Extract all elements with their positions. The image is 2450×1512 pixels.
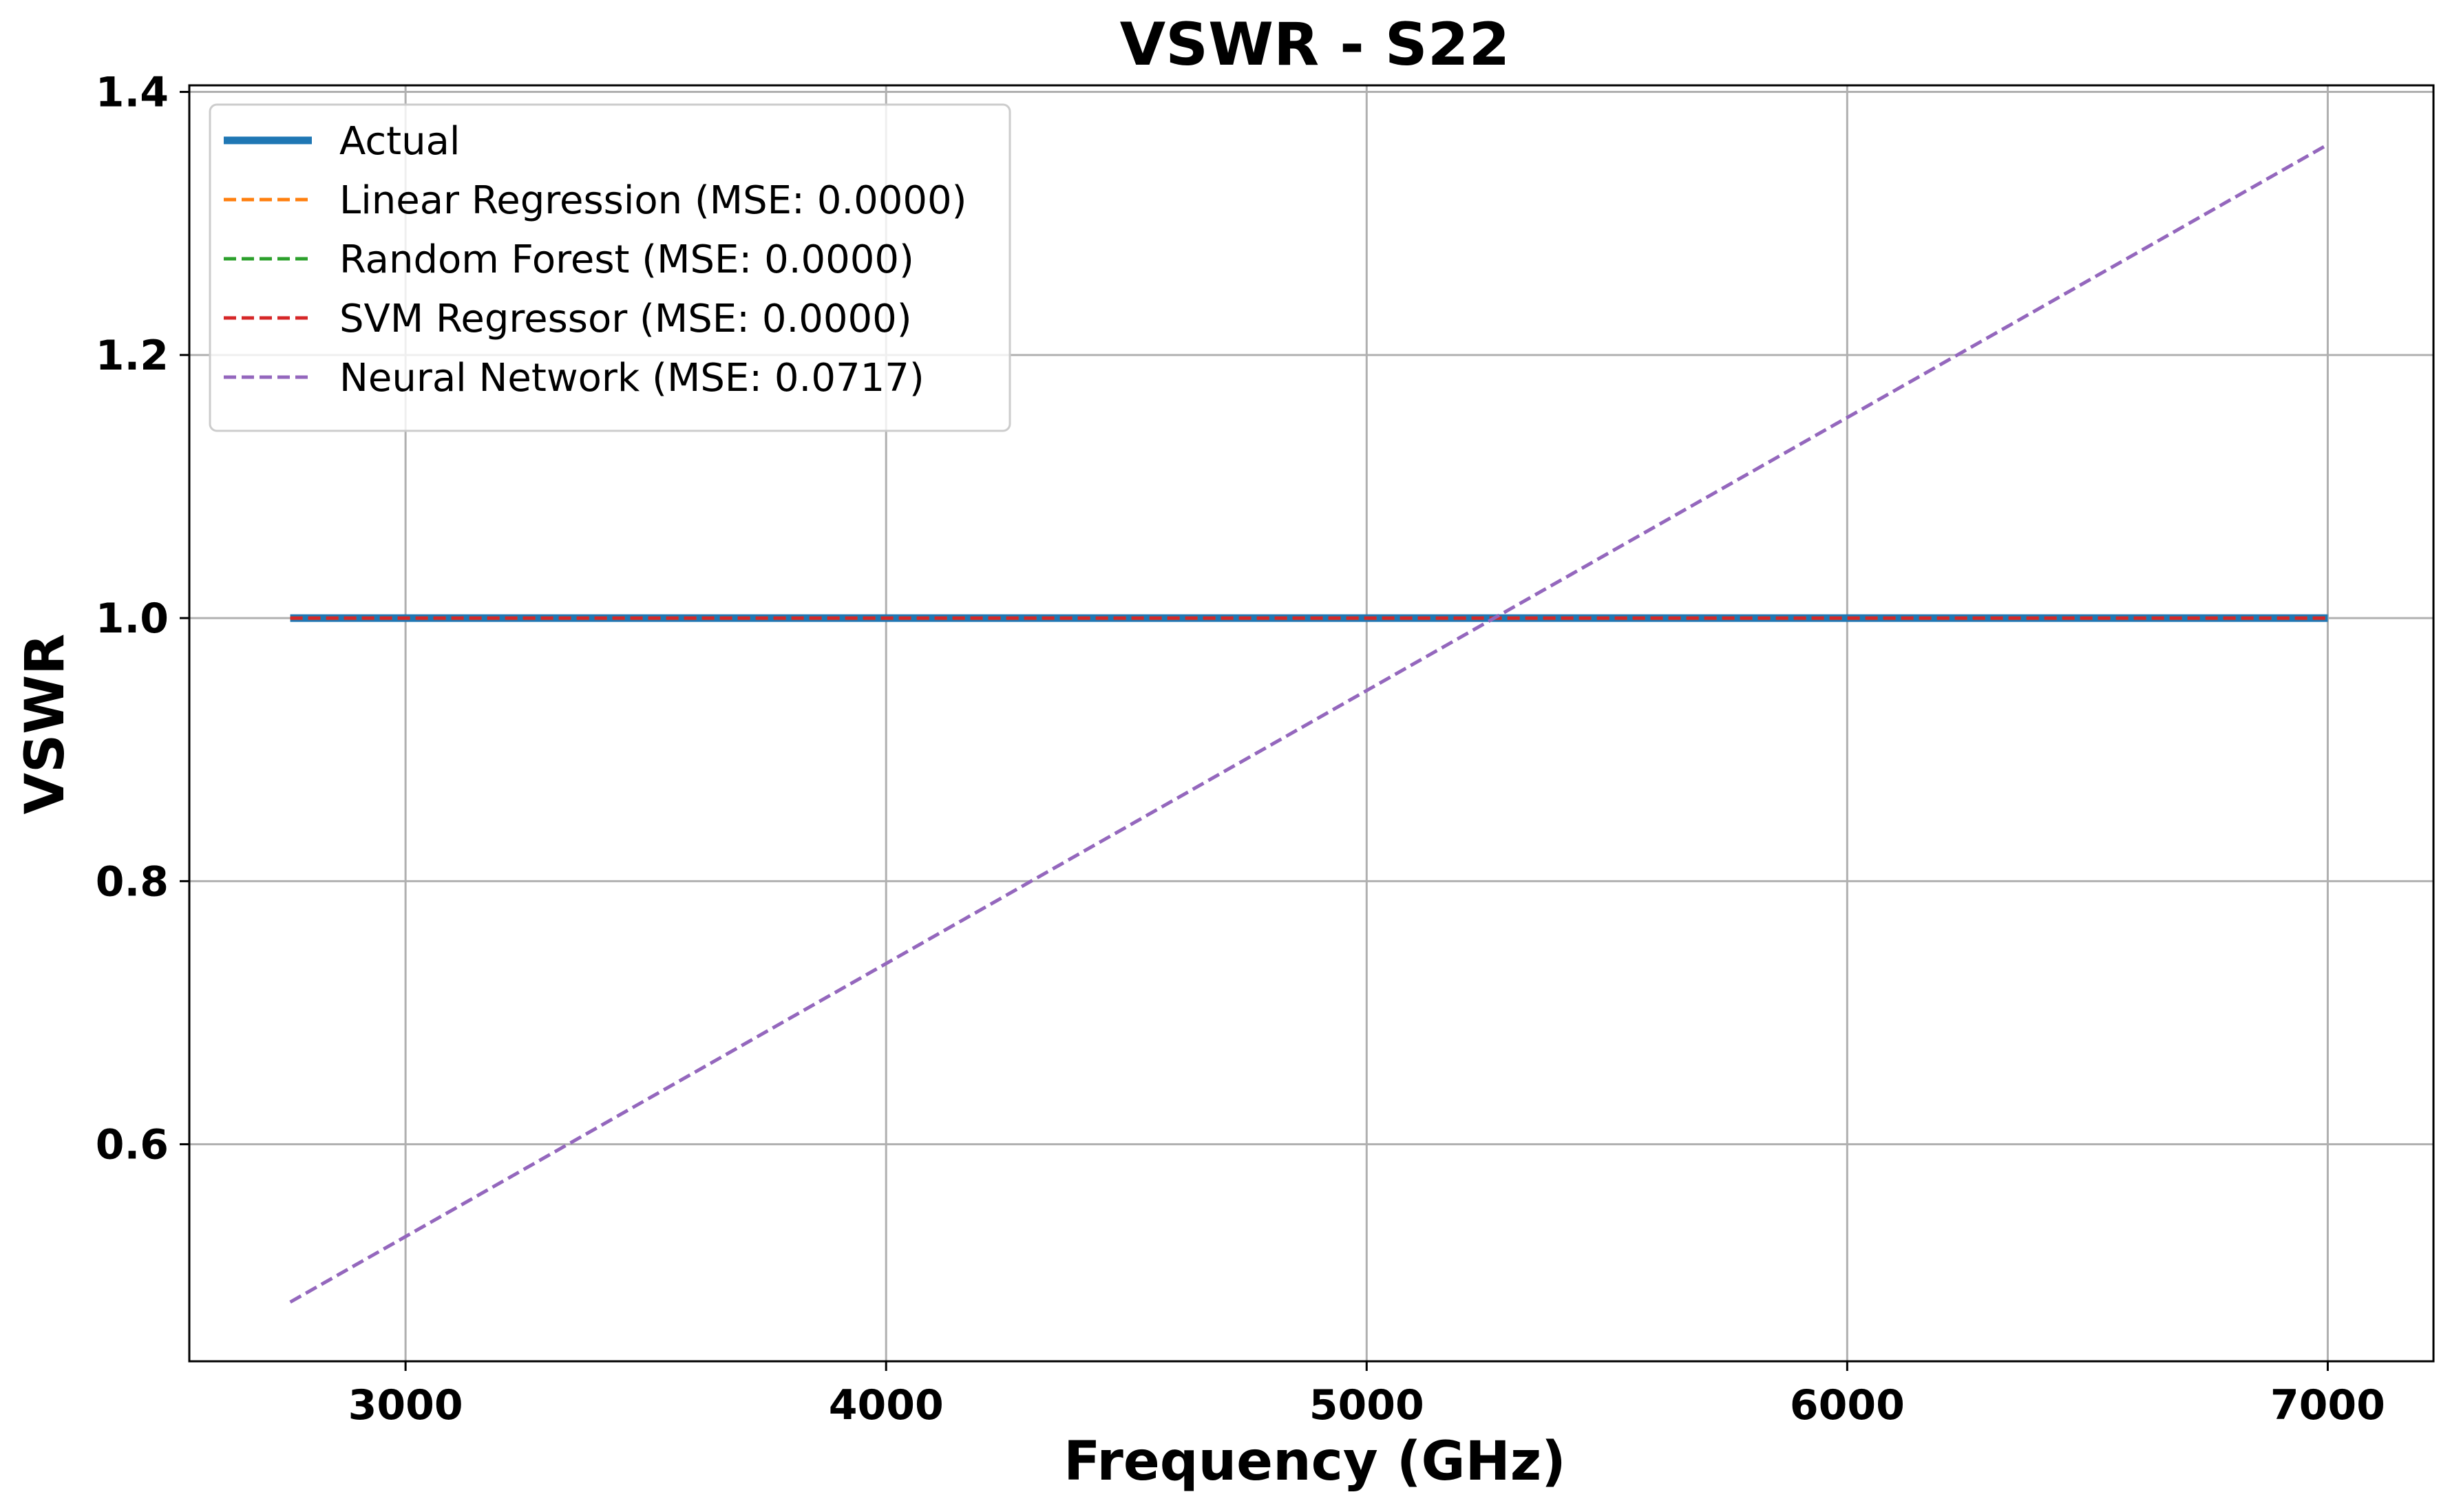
y-tick-label: 1.4 <box>96 69 169 117</box>
x-tick-label: 4000 <box>829 1381 944 1429</box>
ticks <box>180 91 2329 1371</box>
legend-entry: Random Forest (MSE: 0.0000) <box>339 237 914 282</box>
y-tick-label: 1.0 <box>96 595 169 643</box>
chart-title: VSWR - S22 <box>1120 10 1510 79</box>
plot-frame <box>188 84 2435 1363</box>
y-axis-label: VSWR <box>14 634 76 815</box>
legend-entry: Linear Regression (MSE: 0.0000) <box>339 178 967 223</box>
x-axis-label: Frequency (GHz) <box>1064 1431 1566 1493</box>
legend: Actual Linear Regression (MSE: 0.0000) Ran… <box>209 103 1011 432</box>
legend-entry: Actual <box>339 119 460 164</box>
tick-labels: 3000 4000 5000 6000 7000 0.6 0.8 1.0 1.2 1.4 <box>96 69 2385 1429</box>
x-tick-label: 5000 <box>1309 1381 1424 1429</box>
y-tick-label: 0.8 <box>96 858 169 906</box>
legend-box <box>209 103 1011 432</box>
legend-entry: Neural Network (MSE: 0.0717) <box>339 356 925 401</box>
series-line-4 <box>289 142 2329 1304</box>
legend-entry: SVM Regressor (MSE: 0.0000) <box>339 297 912 341</box>
x-tick-label: 7000 <box>2270 1381 2385 1429</box>
x-tick-label: 3000 <box>348 1381 463 1429</box>
x-tick-label: 6000 <box>1790 1381 1905 1429</box>
y-tick-label: 0.6 <box>96 1121 169 1169</box>
series-layer <box>289 142 2329 1304</box>
y-tick-label: 1.2 <box>96 332 169 380</box>
